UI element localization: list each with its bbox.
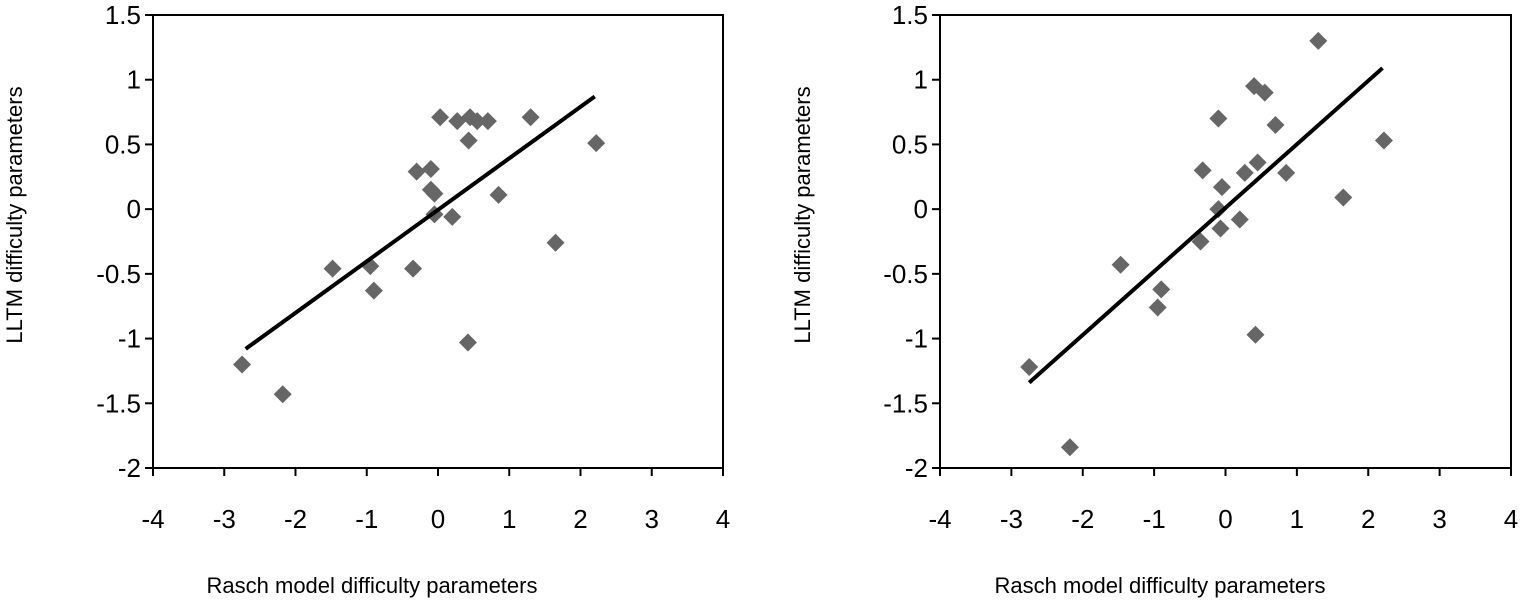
data-point-diamond <box>1246 325 1265 344</box>
x-tick-label: -1 <box>1143 504 1166 534</box>
data-point-diamond <box>1209 200 1228 219</box>
x-tick-label: -4 <box>928 504 951 534</box>
y-tick-label: -1 <box>118 324 141 354</box>
data-point-diamond <box>459 131 478 150</box>
data-point-diamond <box>1191 232 1210 251</box>
data-point-diamond <box>1309 31 1328 50</box>
y-tick-label: 0.5 <box>105 129 141 159</box>
plot-area-border <box>939 14 1512 469</box>
x-tick-label: 1 <box>502 504 516 534</box>
data-point-diamond <box>443 207 462 226</box>
x-tick-label: -3 <box>213 504 236 534</box>
y-tick-label: 0 <box>914 194 928 224</box>
y-tick-label: -1.5 <box>883 388 928 418</box>
x-tick-label: 2 <box>573 504 587 534</box>
y-tick-label: 1.5 <box>892 0 928 30</box>
data-point-diamond <box>1020 358 1039 377</box>
y-tick-label: -0.5 <box>96 259 141 289</box>
data-point-diamond <box>364 281 383 300</box>
y-axis-title: LLTM difficulty parameters <box>790 86 815 343</box>
y-axis-title: LLTM difficulty parameters <box>2 86 27 343</box>
data-point-diamond <box>1209 109 1228 128</box>
trendline <box>244 94 596 351</box>
data-point-diamond <box>1255 83 1274 102</box>
data-point-diamond <box>1277 163 1296 182</box>
y-tick-label: 1.5 <box>105 0 141 30</box>
data-point-diamond <box>478 112 497 131</box>
data-point-diamond <box>1211 219 1230 238</box>
x-axis-title: Rasch model difficulty parameters <box>995 573 1326 598</box>
x-tick-label: 4 <box>1504 504 1518 534</box>
data-point-diamond <box>407 162 426 181</box>
y-tick-label: 1 <box>914 65 928 95</box>
data-point-diamond <box>1060 438 1079 457</box>
y-tick-label: 0 <box>127 194 141 224</box>
data-point-diamond <box>1111 255 1130 274</box>
data-point-diamond <box>1374 131 1393 150</box>
y-tick-label: -2 <box>118 453 141 483</box>
data-point-diamond <box>1235 163 1254 182</box>
data-point-diamond <box>425 184 444 203</box>
y-tick-label: 0.5 <box>892 129 928 159</box>
y-tick-label: -0.5 <box>883 259 928 289</box>
data-point-diamond <box>1230 210 1249 229</box>
data-point-diamond <box>1193 161 1212 180</box>
x-tick-label: 2 <box>1361 504 1375 534</box>
y-tick-label: -1 <box>905 324 928 354</box>
data-point-diamond <box>404 259 423 278</box>
trendline <box>1027 66 1384 385</box>
data-point-diamond <box>323 259 342 278</box>
data-point-diamond <box>489 185 508 204</box>
data-point-diamond <box>273 385 292 404</box>
x-tick-label: -3 <box>1000 504 1023 534</box>
x-tick-label: -2 <box>1071 504 1094 534</box>
data-point-diamond <box>431 108 450 127</box>
x-tick-label: -1 <box>355 504 378 534</box>
x-tick-label: 3 <box>645 504 659 534</box>
data-point-diamond <box>233 355 252 374</box>
x-axis-title: Rasch model difficulty parameters <box>207 573 538 598</box>
data-point-diamond <box>1148 298 1167 317</box>
data-point-diamond <box>421 160 440 179</box>
data-point-diamond <box>521 108 540 127</box>
data-point-diamond <box>458 333 477 352</box>
x-tick-label: 4 <box>716 504 730 534</box>
x-tick-label: 0 <box>431 504 445 534</box>
data-point-diamond <box>1248 153 1267 172</box>
data-point-diamond <box>546 233 565 252</box>
x-tick-label: 1 <box>1290 504 1304 534</box>
x-tick-label: 3 <box>1432 504 1446 534</box>
y-tick-label: -1.5 <box>96 388 141 418</box>
data-point-diamond <box>1212 178 1231 197</box>
x-tick-label: -4 <box>141 504 164 534</box>
data-point-diamond <box>587 134 606 153</box>
data-point-diamond <box>1266 116 1285 135</box>
y-tick-label: 1 <box>127 65 141 95</box>
x-tick-label: -2 <box>284 504 307 534</box>
data-point-diamond <box>1152 280 1171 299</box>
x-tick-label: 0 <box>1218 504 1232 534</box>
data-point-diamond <box>468 112 487 131</box>
y-tick-label: -2 <box>905 453 928 483</box>
plot-area-border <box>152 14 724 469</box>
data-point-diamond <box>1334 188 1353 207</box>
